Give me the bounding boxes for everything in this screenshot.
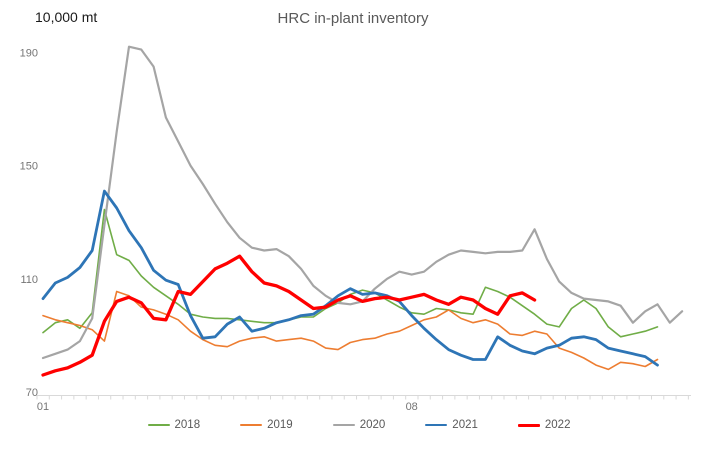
y-tick-label: 150 [20, 161, 38, 173]
legend-label: 2018 [174, 419, 201, 431]
legend-item-2022[interactable]: 2022 [517, 419, 571, 431]
legend-label: 2020 [359, 419, 386, 431]
x-tick-label: 08 [406, 401, 418, 413]
y-axis-units-label: 10,000 mt [35, 9, 98, 25]
series-line-2020 [41, 45, 684, 360]
legend-line-swatch [240, 424, 263, 426]
legend-line-swatch [425, 424, 448, 426]
legend-item-2018[interactable]: 2018 [147, 419, 201, 431]
x-tick-label: 01 [37, 401, 49, 413]
legend-item-2020[interactable]: 2020 [332, 419, 386, 431]
y-tick-label: 110 [20, 274, 38, 286]
legend-line-swatch [147, 424, 170, 426]
series-line-2018 [42, 208, 659, 338]
y-tick-label: 70 [26, 387, 38, 399]
legend-label: 2021 [452, 419, 478, 431]
chart-title: HRC in-plant inventory [277, 10, 429, 27]
series-line-2021 [41, 189, 659, 367]
legend-line-swatch [517, 423, 540, 427]
legend-line-swatch [332, 424, 355, 426]
series-line-2022 [41, 254, 537, 377]
legend-item-2021[interactable]: 2021 [425, 419, 478, 431]
legend-label: 2022 [544, 419, 571, 431]
y-tick-label: 190 [20, 47, 38, 59]
legend-item-2019[interactable]: 2019 [240, 419, 293, 431]
legend: 2018 2019 2020 2021 2022 [0, 419, 706, 431]
legend-label: 2019 [267, 419, 293, 431]
